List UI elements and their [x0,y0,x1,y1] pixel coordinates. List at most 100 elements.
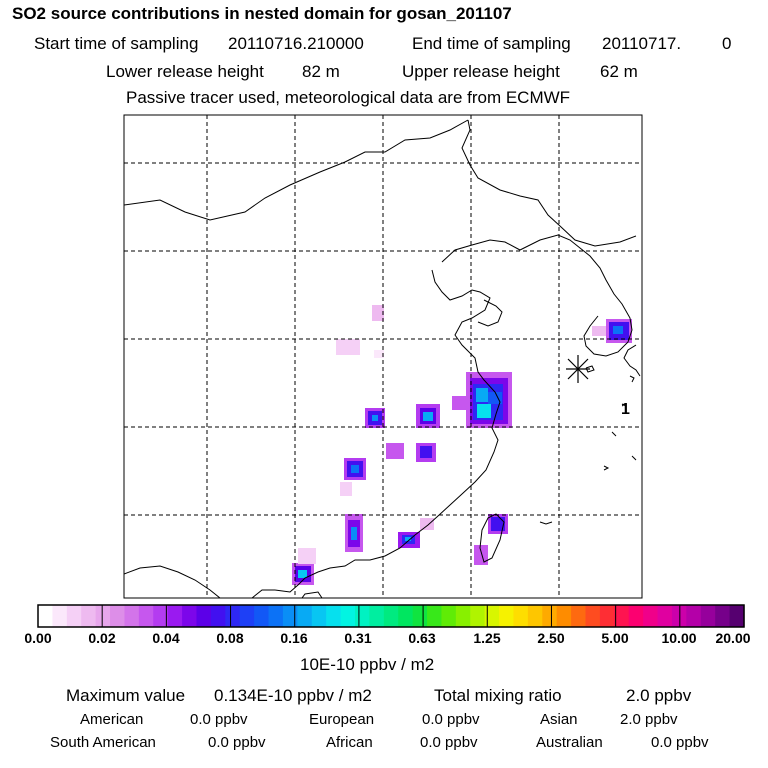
total-mixing-label: Total mixing ratio [434,686,562,705]
max-value: 0.134E-10 ppbv / m2 [214,686,372,705]
colorbar-swatch [95,605,111,627]
colorbar-tick-label: 10.00 [661,630,697,646]
plume-korea [592,319,632,343]
ryukyu-2 [621,403,627,407]
colorbar-swatch [427,605,443,627]
colorbar-swatch [643,605,659,627]
colorbar-tick-label: 5.00 [601,630,629,646]
lower-height-label: Lower release height [106,62,264,81]
end-time-value: 20110717. [602,34,682,53]
colorbar-swatch [484,605,500,627]
colorbar-tick-label: 0.31 [344,630,372,646]
plume-north-faint [336,339,360,355]
plume-jiangxi-west [386,443,404,459]
lat-lon-grid [124,115,642,598]
ryukyu-5 [631,455,637,461]
region-name: American [80,711,144,728]
jeju-island [585,365,595,373]
colorbar-swatch [470,605,486,627]
shandong-coast [477,299,503,327]
colorbar-swatch [297,605,313,627]
colorbar-tick-label: 0.16 [280,630,308,646]
korea-north-border [441,234,633,357]
region-value: 0.0 ppbv [422,711,480,728]
colorbar-swatch [210,605,226,627]
colorbar-tick-label: 0.63 [408,630,436,646]
colorbar-swatch [268,605,284,627]
receptor-label: 1 [621,401,630,418]
region-value: 2.0 ppbv [620,711,678,728]
plume-taiwan [474,514,508,565]
colorbar-swatch [585,605,601,627]
islands-east-china [539,521,553,525]
colorbar-swatch [354,605,370,627]
region-value: 0.0 ppbv [190,711,248,728]
plume-north-faint-2 [374,350,384,358]
taiwan-island [479,513,505,563]
colorbar-tick-label: 2.50 [537,630,565,646]
colorbar [38,605,745,627]
colorbar-swatch [124,605,140,627]
plume-anhui [416,404,440,428]
region-name: Asian [540,711,578,728]
mongolia-border [124,119,469,221]
colorbar-tick-label: 0.08 [216,630,244,646]
start-time-label: Start time of sampling [34,34,199,53]
region-name: South American [50,734,156,751]
lower-height-value: 82 m [302,62,340,81]
colorbar-tick-label: 1.25 [473,630,501,646]
colorbar-swatch [441,605,457,627]
source-plumes [292,305,632,585]
total-mixing-value: 2.0 ppbv [626,686,692,705]
colorbar-swatch [499,605,515,627]
plume-southwest [292,563,314,585]
colorbar-swatch [715,605,731,627]
max-value-label: Maximum value [66,686,186,705]
colorbar-swatch [52,605,68,627]
colorbar-swatch [340,605,356,627]
plot-title: SO2 source contributions in nested domai… [12,4,512,23]
colorbar-frame [37,604,745,628]
colorbar-swatch [326,605,342,627]
colorbar-swatch [513,605,529,627]
upper-height-value: 62 m [600,62,638,81]
region-value: 0.0 ppbv [651,734,709,751]
northeast-border [461,119,637,247]
tracer-note: Passive tracer used, meteorological data… [126,88,571,107]
colorbar-swatch [657,605,673,627]
colorbar-swatch [153,605,169,627]
vietnam-coast [251,589,275,598]
colorbar-swatch [398,605,414,627]
colorbar-swatch [225,605,241,627]
colorbar-swatch [455,605,471,627]
coastlines [124,119,641,598]
colorbar-swatch [412,605,428,627]
ryukyu-1 [629,375,635,383]
colorbar-swatch [542,605,558,627]
ryukyu-4 [603,465,610,471]
plume-jiangxi-east [416,443,436,462]
colorbar-swatch [556,605,572,627]
colorbar-swatch [196,605,212,627]
colorbar-tick-label: 0.04 [152,630,180,646]
bohai-coast [274,269,501,593]
region-value: 0.0 ppbv [420,734,478,751]
colorbar-tick-label: 0.00 [24,630,52,646]
colorbar-swatch [614,605,630,627]
colorbar-swatch [527,605,543,627]
end-time-suffix: 0 [722,34,732,53]
colorbar-swatch [182,605,198,627]
colorbar-swatch [282,605,298,627]
colorbar-unit: 10E-10 ppbv / m2 [300,655,435,674]
colorbar-swatch [311,605,327,627]
colorbar-tick-label: 20.00 [715,630,751,646]
receptor-marker [566,355,590,383]
start-time-value: 20110716.210000 [228,34,364,53]
colorbar-swatch [686,605,702,627]
colorbar-swatch [628,605,644,627]
hainan-island [301,591,323,598]
colorbar-swatch [729,605,745,627]
end-time-label: End time of sampling [412,34,571,53]
colorbar-swatch [571,605,587,627]
